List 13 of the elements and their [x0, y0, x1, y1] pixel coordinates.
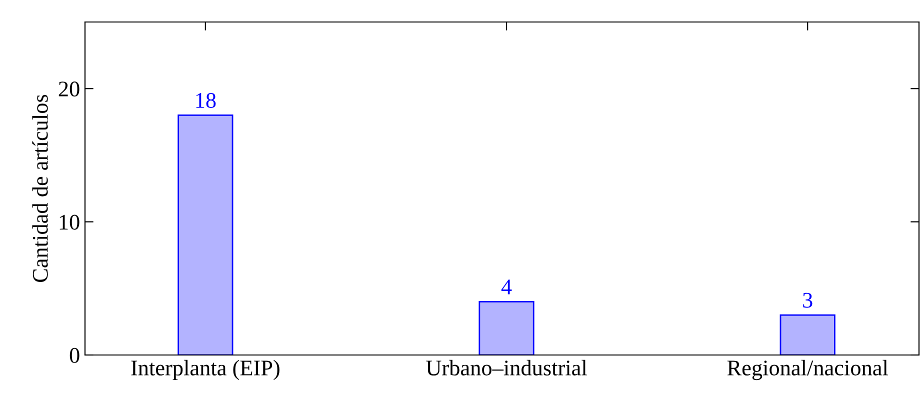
- x-tick-label: Regional/nacional: [727, 360, 888, 380]
- y-tick-label: 10: [60, 214, 80, 230]
- bar: [478, 301, 534, 355]
- x-tick-label: Urbano–industrial: [426, 360, 587, 376]
- y-tick-label: 0: [70, 348, 80, 363]
- data-label: 3: [803, 292, 812, 308]
- data-label: 4: [501, 280, 512, 294]
- y-axis-title: Cantidad de artículos: [32, 94, 48, 282]
- bar: [780, 314, 836, 355]
- x-tick-label: Interplanta (EIP): [131, 360, 280, 380]
- data-label: 18: [196, 92, 216, 108]
- y-tick-label: 20: [58, 82, 80, 97]
- bar: [178, 114, 234, 355]
